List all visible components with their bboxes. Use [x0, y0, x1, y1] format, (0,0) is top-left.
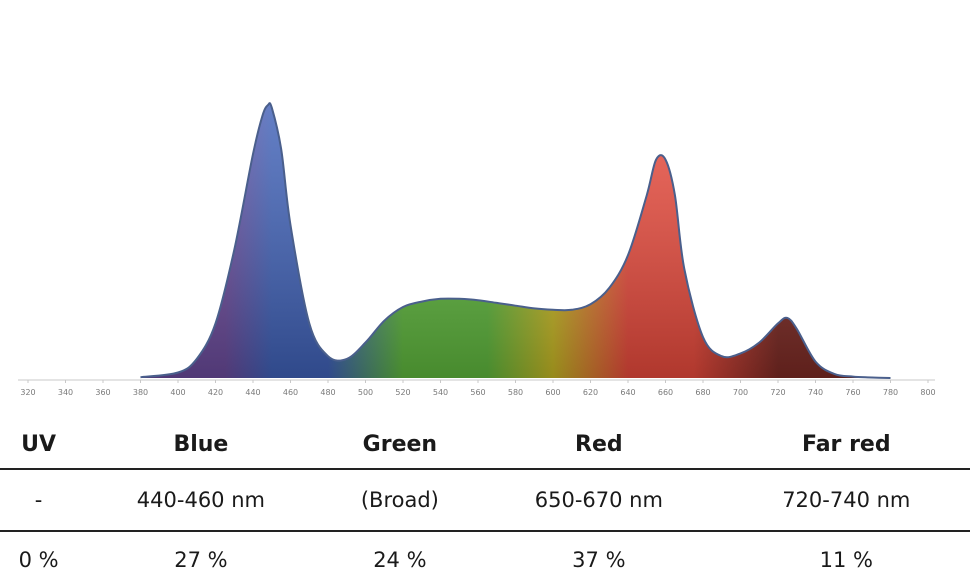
range-uv: - [0, 468, 78, 532]
percent-uv: 0 % [18, 548, 59, 572]
x-tick-label: 320 [20, 388, 35, 397]
x-tick-label: 740 [808, 388, 823, 397]
x-tick-label: 500 [358, 388, 373, 397]
x-tick-label: 800 [920, 388, 935, 397]
range-red: 650-670 nm [475, 468, 723, 532]
range-green: (Broad) [324, 468, 476, 532]
spectrum-chart: 320 340 360 380 400 420 440 460 480 500 520 540 560 5… [18, 102, 936, 397]
x-tick-label: 460 [283, 388, 298, 397]
spectrum-table: UV Blue Green Red Far red - 440-460 nm (… [0, 420, 970, 588]
range-row: - 440-460 nm (Broad) 650-670 nm 720-740 … [0, 468, 970, 532]
x-tick-label: 380 [133, 388, 148, 397]
x-tick-label: 720 [770, 388, 785, 397]
spectrum-line [140, 102, 891, 379]
x-tick-label: 400 [170, 388, 185, 397]
x-tick-label: 580 [508, 388, 523, 397]
range-blue: 440-460 nm [77, 468, 325, 532]
header-green: Green [362, 431, 438, 457]
plot-area [140, 102, 891, 379]
header-red: Red [575, 431, 623, 457]
x-tick-label: 660 [658, 388, 673, 397]
header-blue: Blue [173, 431, 229, 457]
x-tick-label: 480 [320, 388, 335, 397]
x-tick-label: 420 [208, 388, 223, 397]
x-tick-label: 600 [545, 388, 560, 397]
x-tick-label: 520 [395, 388, 410, 397]
percent-green: 24 % [373, 548, 427, 572]
x-tick-label: 760 [845, 388, 860, 397]
percentage-row: 0 % 27 % 24 % 37 % 11 % [0, 531, 970, 588]
percent-far-red: 11 % [819, 548, 873, 572]
spectrum-shading [140, 103, 891, 378]
header-far-red: Far red [801, 431, 891, 457]
percent-blue: 27 % [174, 548, 228, 572]
x-tick-label: 700 [733, 388, 748, 397]
x-axis-ticks: 320 340 360 380 400 420 440 460 480 500 520 540 560 5… [20, 380, 936, 397]
x-tick-label: 620 [583, 388, 598, 397]
x-tick-label: 560 [470, 388, 485, 397]
header-row: UV Blue Green Red Far red [0, 420, 970, 469]
x-tick-label: 440 [245, 388, 260, 397]
x-tick-label: 780 [883, 388, 898, 397]
x-tick-label: 680 [695, 388, 710, 397]
range-far-red: 720-740 nm [722, 468, 970, 532]
x-tick-label: 640 [620, 388, 635, 397]
x-tick-label: 340 [58, 388, 73, 397]
header-uv: UV [21, 431, 57, 457]
x-tick-label: 540 [433, 388, 448, 397]
percent-red: 37 % [572, 548, 626, 572]
x-tick-label: 360 [95, 388, 110, 397]
